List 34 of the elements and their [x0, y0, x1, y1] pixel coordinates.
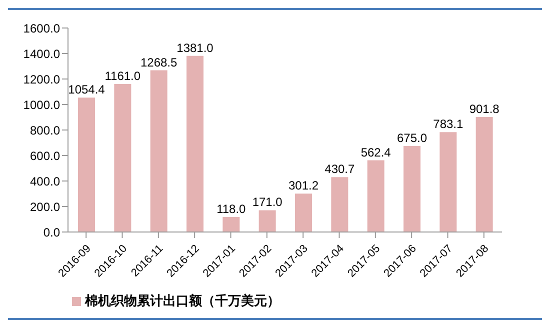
data-label: 430.7	[324, 162, 356, 176]
bar	[331, 177, 348, 232]
y-tick-label: 1000.0	[23, 98, 60, 112]
bar	[150, 70, 168, 232]
data-label: 901.8	[469, 102, 500, 116]
bar	[404, 146, 420, 232]
data-label: 1054.4	[68, 82, 106, 97]
data-label: 118.0	[216, 202, 246, 216]
bar	[114, 84, 132, 232]
bar	[78, 98, 95, 232]
data-label: 1381.0	[176, 40, 214, 55]
y-tick-label: 600.0	[30, 148, 60, 163]
data-label: 1268.5	[140, 55, 178, 70]
bar	[222, 216, 240, 232]
bar	[476, 117, 493, 232]
data-label: 171.0	[252, 195, 283, 210]
legend-label: 棉机织物累计出口额（千万美元）	[85, 293, 280, 308]
y-tick-label: 800.0	[30, 123, 60, 138]
data-label: 1161.0	[104, 68, 141, 83]
bar	[258, 210, 276, 232]
data-label: 675.0	[396, 130, 428, 145]
bar	[440, 132, 457, 232]
bar	[367, 160, 384, 232]
y-tick-label: 0.0	[43, 225, 60, 240]
bar	[186, 56, 204, 232]
y-tick-label: 1600.0	[23, 21, 60, 36]
bar	[295, 194, 312, 232]
data-label: 783.1	[433, 117, 464, 132]
data-label: 301.2	[288, 178, 319, 193]
y-tick-label: 400.0	[30, 174, 60, 188]
y-tick-label: 1400.0	[23, 46, 60, 61]
y-tick-label: 200.0	[30, 200, 60, 214]
data-label: 562.4	[360, 145, 392, 160]
y-tick-label: 1200.0	[23, 72, 60, 86]
